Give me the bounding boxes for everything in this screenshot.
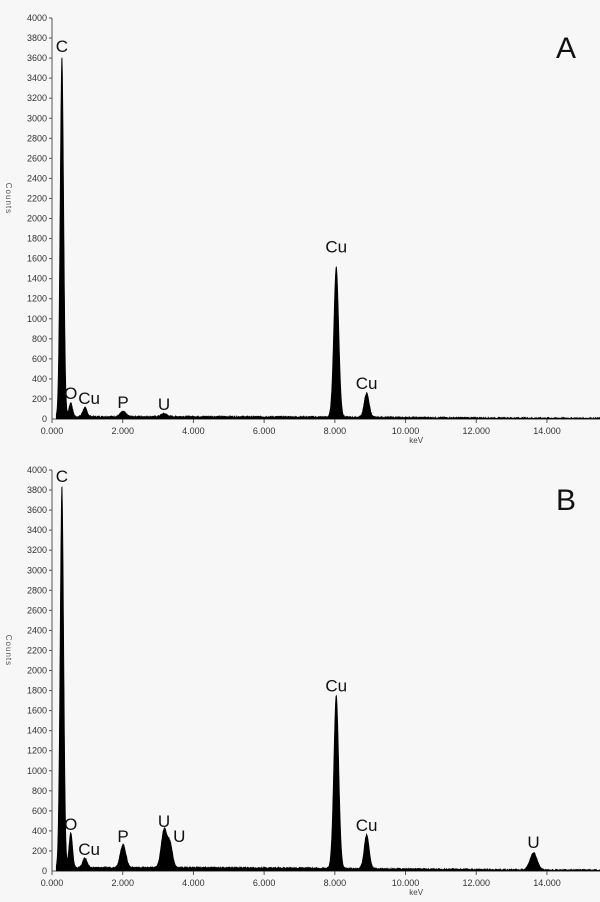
y-tick-label: 2000 <box>27 214 47 224</box>
x-tick-label: 14.000 <box>533 426 561 436</box>
peak-label-o: O <box>64 384 77 403</box>
x-tick-label: 2.000 <box>111 878 134 888</box>
y-tick-label: 3800 <box>27 485 47 495</box>
peak-label-cu: Cu <box>78 840 100 859</box>
peak-label-u: U <box>158 812 170 831</box>
x-tick-label: 0.000 <box>41 426 64 436</box>
y-tick-label: 2600 <box>27 153 47 163</box>
y-tick-label: 3400 <box>27 73 47 83</box>
x-tick-label: 2.000 <box>111 426 134 436</box>
panel-label: B <box>556 484 576 517</box>
peak-label-cu: Cu <box>325 677 347 696</box>
y-tick-label: 3200 <box>27 93 47 103</box>
x-tick-label: 14.000 <box>533 878 561 888</box>
y-tick-label: 1800 <box>27 686 47 696</box>
peak-label-cu: Cu <box>356 816 378 835</box>
y-tick-label: 800 <box>32 334 47 344</box>
y-tick-label: 1200 <box>27 294 47 304</box>
y-tick-label: 1400 <box>27 726 47 736</box>
spectrum-trace <box>55 57 600 420</box>
peak-label-u: U <box>158 395 170 414</box>
peak-label-u: U <box>173 827 185 846</box>
y-tick-label: 600 <box>32 354 47 364</box>
y-tick-label: 4000 <box>27 465 47 475</box>
x-tick-label: 6.000 <box>253 426 276 436</box>
x-tick-label: 12.000 <box>462 426 490 436</box>
y-tick-label: 2200 <box>27 193 47 203</box>
peak-label-p: P <box>117 827 128 846</box>
peak-label-c: C <box>56 467 68 486</box>
spectrum-panel-a: 200 400 600 800 1000 1200 1400 1600 1800 2000 2200… <box>4 13 600 445</box>
y-axis-label: Counts <box>4 635 13 666</box>
y-tick-label: 1800 <box>27 234 47 244</box>
y-tick-label: 2200 <box>27 645 47 655</box>
y-tick-label: 1400 <box>27 274 47 284</box>
x-tick-label: 6.000 <box>253 878 276 888</box>
x-axis-label: keV <box>409 888 423 897</box>
y-tick-label: 2400 <box>27 173 47 183</box>
x-tick-label: 8.000 <box>324 878 347 888</box>
y-tick-label: 3000 <box>27 113 47 123</box>
y-tick-label: 3200 <box>27 545 47 555</box>
x-tick-label: 12.000 <box>462 878 490 888</box>
peak-label-cu: Cu <box>78 389 100 408</box>
y-tick-label: 800 <box>32 786 47 796</box>
x-tick-label: 10.000 <box>392 878 420 888</box>
y-tick-label: 4000 <box>27 13 47 23</box>
y-tick-label: 1600 <box>27 254 47 264</box>
y-tick-label: 200 <box>32 394 47 404</box>
spectrum-panel-b: 200 400 600 800 1000 1200 1400 1600 1800 2000 2200… <box>4 465 600 897</box>
x-axis-label: keV <box>409 436 423 445</box>
y-tick-label: 400 <box>32 374 47 384</box>
peak-label-c: C <box>56 37 68 56</box>
y-tick-label: 1000 <box>27 766 47 776</box>
y-tick-label: 1000 <box>27 314 47 324</box>
y-tick-label-zero: 0 <box>42 414 47 424</box>
peak-label-cu: Cu <box>325 238 347 257</box>
x-tick-label: 4.000 <box>182 878 205 888</box>
y-tick-label: 600 <box>32 806 47 816</box>
y-tick-label: 2800 <box>27 585 47 595</box>
y-tick-label: 200 <box>32 846 47 856</box>
y-tick-label: 1600 <box>27 706 47 716</box>
y-tick-label: 3000 <box>27 565 47 575</box>
x-tick-label: 8.000 <box>324 426 347 436</box>
y-tick-label: 2600 <box>27 605 47 615</box>
panel-label: A <box>556 32 576 65</box>
y-axis-label: Counts <box>4 183 13 214</box>
y-tick-label-zero: 0 <box>42 866 47 876</box>
y-tick-label: 3400 <box>27 525 47 535</box>
x-tick-label: 0.000 <box>41 878 64 888</box>
y-tick-label: 2400 <box>27 625 47 635</box>
y-tick-label: 1200 <box>27 746 47 756</box>
spectrum-trace <box>55 485 600 872</box>
peak-label-u: U <box>527 833 539 852</box>
y-tick-label: 2000 <box>27 666 47 676</box>
y-tick-label: 3600 <box>27 53 47 63</box>
y-tick-label: 3600 <box>27 505 47 515</box>
y-tick-label: 2800 <box>27 133 47 143</box>
x-tick-label: 4.000 <box>182 426 205 436</box>
y-tick-label: 400 <box>32 826 47 836</box>
y-tick-label: 3800 <box>27 33 47 43</box>
peak-label-p: P <box>117 393 128 412</box>
x-tick-label: 10.000 <box>392 426 420 436</box>
peak-label-cu: Cu <box>356 374 378 393</box>
peak-label-o: O <box>64 815 77 834</box>
